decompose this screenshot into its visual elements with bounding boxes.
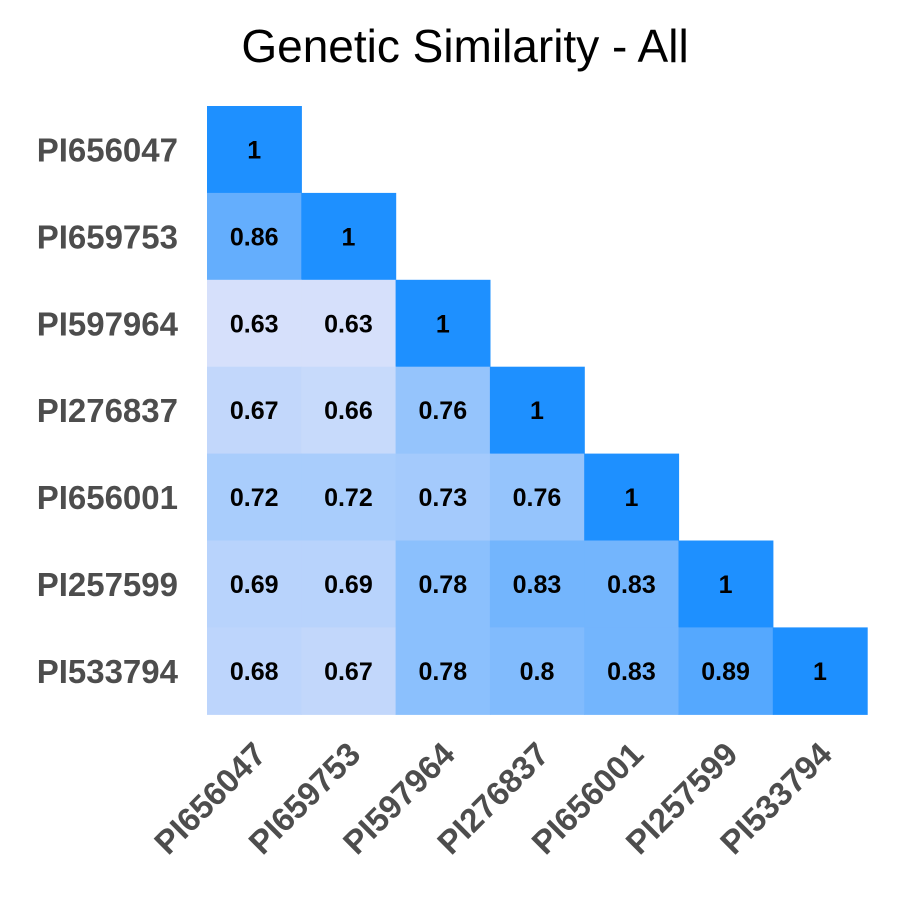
- row-tick-label: PI659753: [37, 218, 178, 255]
- heatmap-cell: [584, 627, 680, 715]
- heatmap-cell: [301, 627, 397, 715]
- cell-value-label: 0.76: [418, 397, 467, 425]
- column-tick-labels: PI656047PI659753PI597964PI276837PI656001…: [147, 735, 839, 862]
- heatmap-cell: [301, 540, 397, 628]
- heatmap-cell: [301, 192, 397, 281]
- heatmap-cell: [584, 453, 680, 542]
- cell-value-label: 0.78: [418, 658, 467, 686]
- cell-value-label: 1: [624, 484, 638, 512]
- cell-value-label: 0.68: [230, 658, 279, 686]
- heatmap-cell: [678, 540, 774, 628]
- row-tick-label: PI257599: [37, 566, 178, 603]
- row-tick-labels: PI656047 PI659753 PI597964 PI276837 PI656001…: [37, 131, 179, 690]
- cell-value-label: 0.78: [418, 571, 467, 599]
- heatmap-cell: [489, 453, 585, 542]
- heatmap-cell: [395, 627, 491, 715]
- cell-value-label: 0.63: [324, 310, 373, 338]
- heatmap-cell: [395, 540, 491, 628]
- heatmap-cell: [678, 627, 774, 715]
- heatmap-cell: [301, 279, 397, 368]
- cell-value-label: 0.69: [230, 571, 279, 599]
- heatmap-cell: [301, 453, 397, 542]
- cell-value-label: 0.69: [324, 571, 373, 599]
- cell-value-label: 0.83: [607, 658, 656, 686]
- cell-value-label: 0.76: [513, 484, 562, 512]
- cell-value-label: 1: [813, 658, 827, 686]
- row-tick-label: PI276837: [37, 392, 178, 429]
- heatmap-cell: [489, 540, 585, 628]
- heatmap-cells: 1 0.86 1 0.63 0.63 1 0.67 0.66 0.76 1 0.72 0.72 0.73…: [207, 106, 868, 715]
- heatmap-cell: [207, 627, 302, 715]
- cell-value-label: 0.67: [230, 397, 279, 425]
- cell-value-label: 0.8: [520, 658, 555, 686]
- cell-value-label: 0.83: [513, 571, 562, 599]
- cell-value-label: 1: [247, 136, 261, 164]
- row-tick-label: PI656047: [37, 131, 178, 168]
- cell-value-label: 1: [341, 223, 355, 251]
- cell-value-label: 0.72: [230, 484, 279, 512]
- cell-value-label: 0.89: [701, 658, 750, 686]
- cell-value-label: 1: [719, 571, 733, 599]
- heatmap-cell: [489, 366, 585, 455]
- heatmap-cell: [207, 366, 302, 455]
- cell-value-label: 0.73: [418, 484, 467, 512]
- heatmap-cell: [207, 106, 302, 194]
- cell-value-label: 0.72: [324, 484, 373, 512]
- cell-value-label: 0.67: [324, 658, 373, 686]
- heatmap-cell: [395, 453, 491, 542]
- row-tick-label: PI533794: [37, 653, 179, 690]
- cell-value-label: 0.66: [324, 397, 373, 425]
- cell-value-label: 0.63: [230, 310, 279, 338]
- heatmap-cell: [772, 627, 868, 715]
- heatmap-cell: [395, 279, 491, 368]
- chart-title: Genetic Similarity - All: [241, 20, 688, 72]
- cell-value-label: 1: [436, 310, 450, 338]
- heatmap-cell: [207, 279, 302, 368]
- heatmap-cell: [301, 366, 397, 455]
- cell-value-label: 0.83: [607, 571, 656, 599]
- heatmap-cell: [207, 453, 302, 542]
- heatmap-cell: [395, 366, 491, 455]
- heatmap-cell: [207, 540, 302, 628]
- cell-value-label: 0.86: [230, 223, 279, 251]
- heatmap-cell: [207, 192, 302, 281]
- cell-value-label: 1: [530, 397, 544, 425]
- heatmap-cell: [584, 540, 680, 628]
- heatmap-cell: [489, 627, 585, 715]
- row-tick-label: PI656001: [37, 479, 178, 516]
- row-tick-label: PI597964: [37, 305, 179, 342]
